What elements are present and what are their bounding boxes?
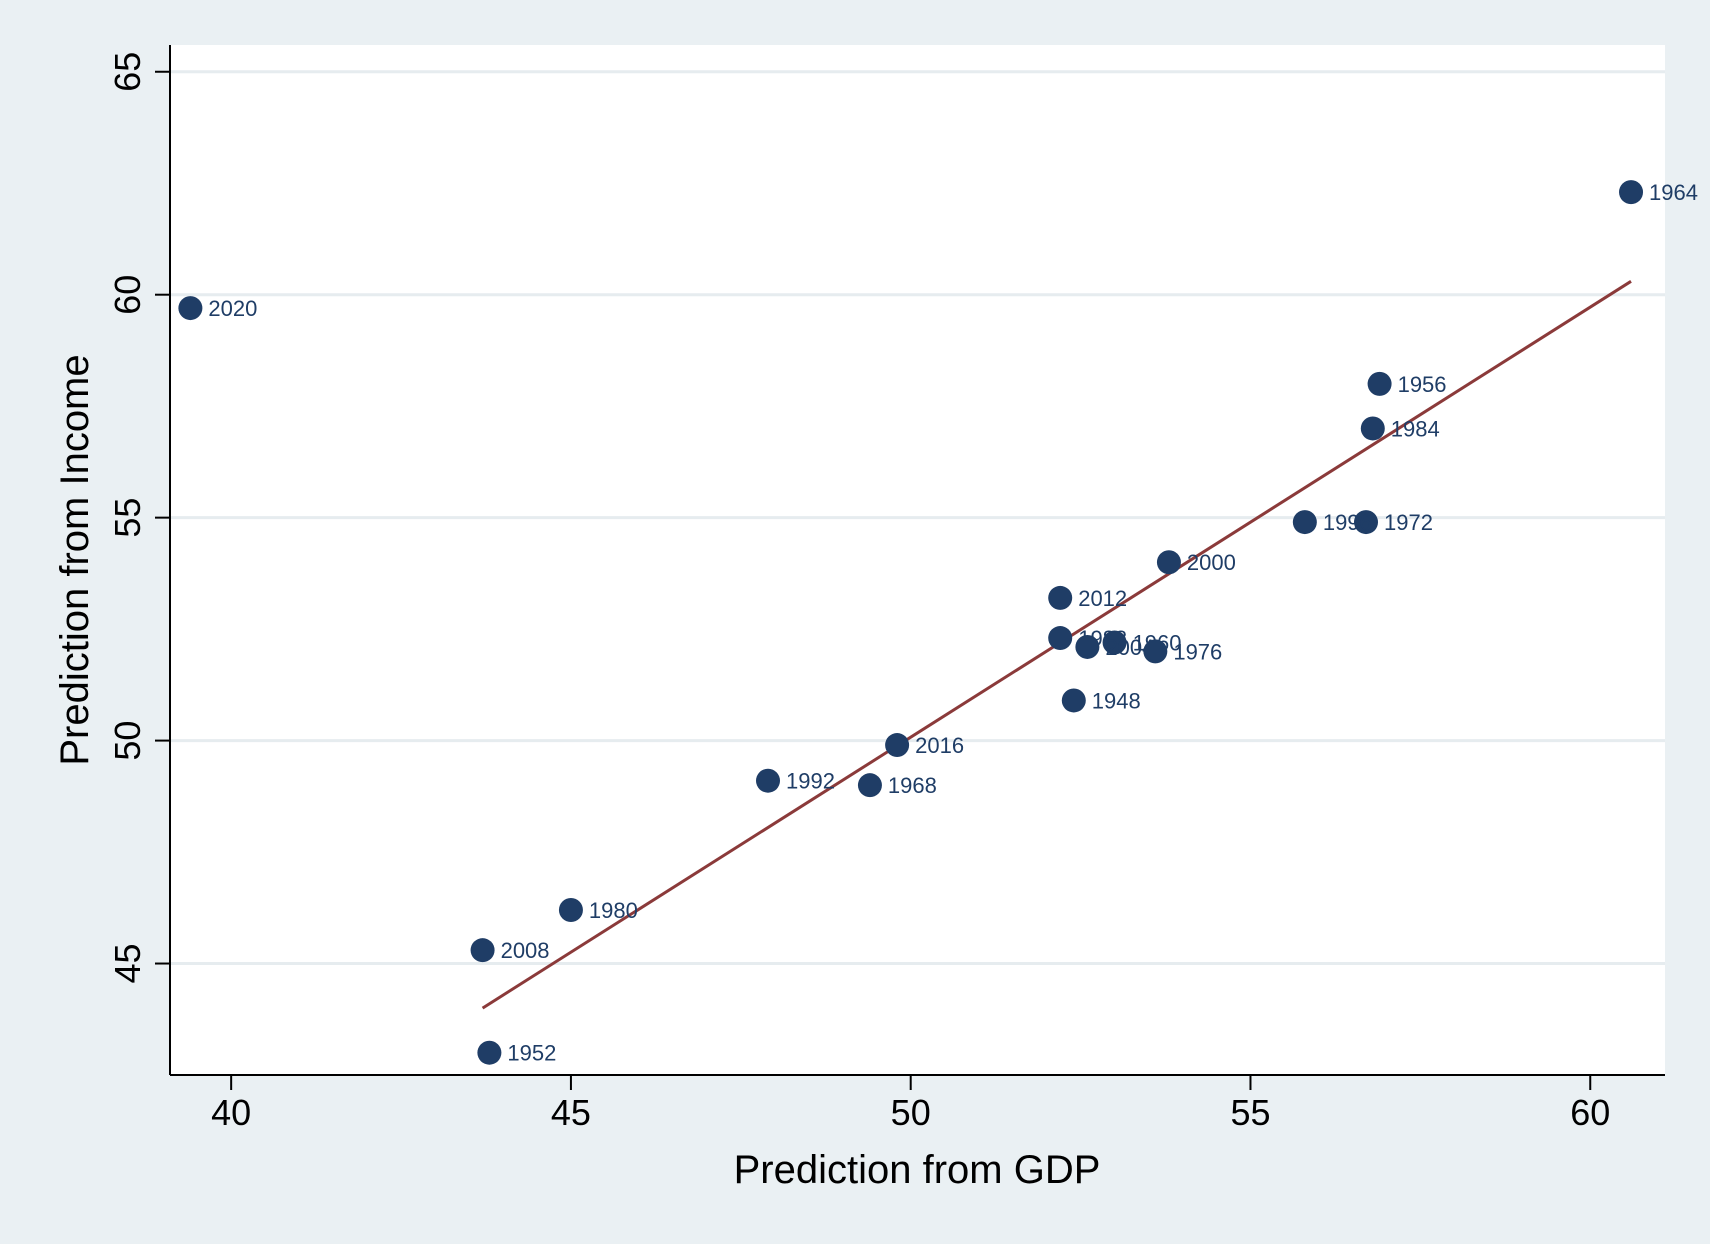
x-axis-ticks: 40 45 50 55 60 <box>211 1075 1610 1133</box>
point-1968 <box>857 773 882 798</box>
point-1972 <box>1354 510 1378 535</box>
point-label-1956: 1956 <box>1398 372 1447 397</box>
points-layer: 2020196419561984197219962000201219881960… <box>178 180 1698 1066</box>
point-1964 <box>1619 180 1644 205</box>
x-axis-title: Prediction from GDP <box>734 1148 1101 1192</box>
point-1976 <box>1143 639 1168 664</box>
y-tick-label: 50 <box>107 721 148 761</box>
point-label-2000: 2000 <box>1187 550 1236 575</box>
point-label-1980: 1980 <box>589 898 638 923</box>
x-tick-label: 45 <box>551 1092 591 1133</box>
point-2012 <box>1048 585 1073 610</box>
point-2020 <box>178 296 203 321</box>
point-1988 <box>1048 626 1073 651</box>
plot-area <box>170 45 1665 1075</box>
point-1956 <box>1367 371 1392 396</box>
y-tick-label: 45 <box>107 944 148 984</box>
y-axis-title: Prediction from Income <box>53 354 97 765</box>
y-tick-label: 65 <box>107 52 148 92</box>
point-label-1952: 1952 <box>507 1041 556 1066</box>
point-label-2016: 2016 <box>915 733 964 758</box>
x-tick-label: 40 <box>211 1092 251 1133</box>
point-label-2008: 2008 <box>501 938 550 963</box>
point-label-1972: 1972 <box>1384 510 1433 535</box>
point-2008 <box>470 938 495 963</box>
point-label-2012: 2012 <box>1078 586 1127 611</box>
point-label-1992: 1992 <box>786 769 835 794</box>
y-tick-label: 60 <box>107 275 148 315</box>
y-axis-ticks: 45 50 55 60 65 <box>107 52 170 984</box>
x-tick-label: 55 <box>1230 1092 1270 1133</box>
point-1996 <box>1292 510 1317 535</box>
point-label-1984: 1984 <box>1391 416 1440 441</box>
x-tick-label: 50 <box>891 1092 931 1133</box>
point-2004 <box>1075 634 1100 659</box>
point-label-1976: 1976 <box>1173 639 1222 664</box>
point-1948 <box>1061 688 1086 713</box>
point-1960 <box>1102 630 1127 655</box>
y-tick-label: 55 <box>107 498 148 538</box>
x-tick-label: 60 <box>1570 1092 1610 1133</box>
point-label-1968: 1968 <box>888 773 937 798</box>
point-label-1996: 1996 <box>1323 510 1372 535</box>
point-2016 <box>885 733 910 758</box>
point-1980 <box>558 898 583 923</box>
point-label-1964: 1964 <box>1649 180 1698 205</box>
point-label-2020: 2020 <box>208 296 257 321</box>
point-1952 <box>477 1040 502 1065</box>
point-1992 <box>756 768 780 793</box>
point-1984 <box>1360 416 1385 441</box>
gridlines <box>170 70 1665 966</box>
point-label-1948: 1948 <box>1092 688 1141 713</box>
point-2000 <box>1156 550 1181 575</box>
